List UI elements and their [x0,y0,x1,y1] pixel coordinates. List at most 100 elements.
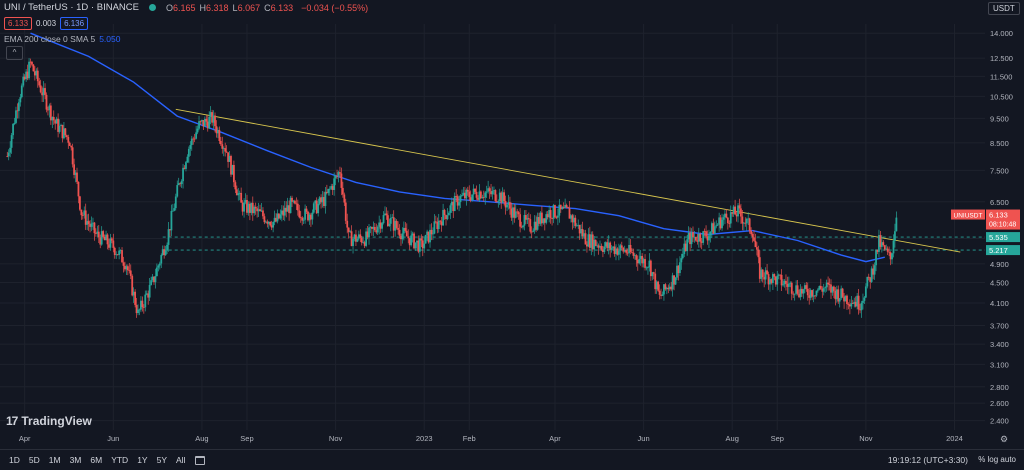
collapse-legend-button[interactable]: ^ [6,46,23,60]
candle-body [732,206,735,214]
candle-body [449,205,452,213]
scale-options[interactable]: % log auto [978,455,1016,464]
spread-value: 0.003 [36,19,57,28]
candle-body [352,238,354,247]
timeframe-ytd[interactable]: YTD [111,455,129,465]
candle-body [312,203,315,213]
candle-body [325,191,328,193]
candle-body [452,201,455,212]
candle-body [812,295,815,297]
symbol-title[interactable]: UNI / TetherUS · 1D · BINANCE [4,2,139,13]
candle-body [382,215,385,224]
candle-body [270,225,273,228]
candle-body [459,195,462,203]
candle-body [561,207,564,210]
indicator-legend[interactable]: EMA 200 close 0 SMA 5 5.050 [4,34,120,44]
candle-body [679,262,681,274]
buy-button[interactable]: 6.136 [60,17,89,30]
price-label-bg [986,209,1020,230]
candle-body [38,81,41,86]
candle-body [408,238,411,246]
candle-body [626,252,629,254]
candle-body [821,288,824,292]
candle-body [41,92,44,96]
timeframe-5d[interactable]: 5D [28,455,40,465]
ohlc-values: O6.165 H6.318 L6.067 C6.133 [166,3,297,13]
clock[interactable]: 19:19:12 (UTC+3:30) [887,455,968,465]
candle-body [440,221,443,226]
settings-gear-icon[interactable]: ⚙ [1000,434,1009,444]
tradingview-logo[interactable]: 17 TradingView [6,414,92,428]
candle-body [461,195,463,196]
candle-body [118,250,121,255]
candle-body [740,208,742,217]
candle-body [766,270,768,275]
tradingview-logo-icon: 17 [6,414,18,428]
candle-body [741,216,744,224]
candle-body [315,200,318,214]
candle-body [709,231,712,236]
timeframe-1y[interactable]: 1Y [137,455,148,465]
candle-body [631,251,633,253]
candle-body [110,238,113,241]
candle-body [661,294,664,296]
candle-body [490,191,492,195]
currency-button[interactable]: USDT [988,2,1020,15]
candle-body [122,262,125,266]
candle-body [811,290,814,297]
candle-body [100,231,103,245]
candle-body [596,245,599,247]
candle-body [124,265,126,270]
candle-body [185,162,187,169]
timeframe-6m[interactable]: 6M [90,455,103,465]
candle-body [559,204,562,210]
candle-body [179,183,182,185]
x-tick-label: Apr [19,434,31,443]
candle-body [718,217,721,225]
price-label-bg [986,232,1020,243]
candle-body [392,217,395,231]
candle-body [115,254,118,256]
candle-body [495,201,498,202]
candle-body [369,226,372,228]
candle-body [51,117,54,121]
candle-body [773,274,776,277]
sell-button[interactable]: 6.133 [4,17,33,30]
candle-body [786,283,789,287]
timeframe-all[interactable]: All [176,455,186,465]
candle-body [108,244,110,248]
candle-body [604,242,607,247]
candle-body [301,217,304,221]
candle-body [19,97,22,103]
candle-body [790,282,793,294]
candle-body [533,221,536,231]
candle-body [160,255,163,264]
candle-body [44,88,46,95]
candle-body [275,217,277,222]
calendar-icon[interactable] [195,455,206,465]
candle-body [619,245,622,251]
timeframe-5y[interactable]: 5Y [156,455,167,465]
ohlc-label-l: L [232,2,238,13]
candle-body [834,290,837,300]
timeframe-3m[interactable]: 3M [69,455,82,465]
candle-body [830,284,832,293]
candle-body [363,242,366,246]
candle-body [632,252,635,256]
candle-body [132,291,135,296]
candle-body [225,151,228,153]
candle-body [350,231,353,247]
timeframe-1d[interactable]: 1D [9,455,20,465]
candle-body [336,175,338,177]
timeframe-1m[interactable]: 1M [48,455,61,465]
candle-body [267,221,270,224]
candle-body [828,284,831,286]
candle-body [433,221,436,234]
candle-body [827,282,829,285]
candle-body [289,197,292,214]
candle-body [12,123,14,136]
candle-body [154,276,157,283]
candle-body [613,246,616,254]
candle-body [10,135,13,148]
